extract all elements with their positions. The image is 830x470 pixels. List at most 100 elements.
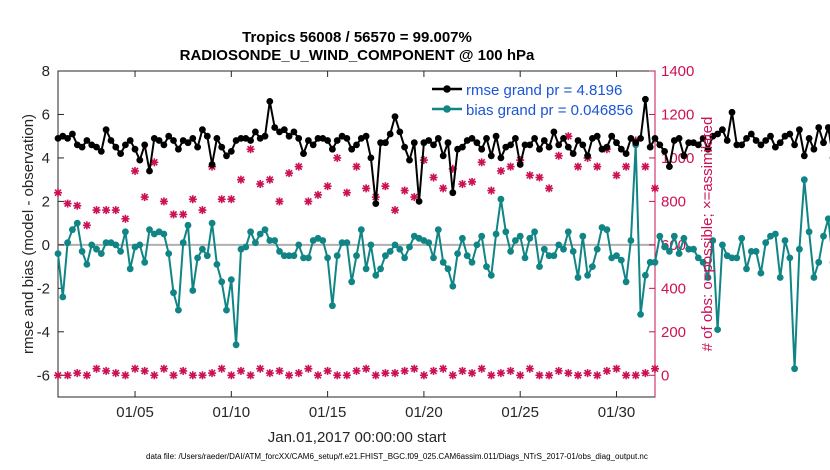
- bias-point: [184, 221, 192, 229]
- obs-count-point: [525, 364, 534, 373]
- rmse-point: [719, 126, 726, 134]
- plot-area: [57, 70, 656, 398]
- rmse-point: [608, 132, 616, 140]
- obs-count-point: [564, 369, 573, 378]
- bias-point: [396, 245, 404, 253]
- obs-count-point: [593, 371, 602, 380]
- rmse-point: [772, 143, 779, 151]
- bias-point: [637, 311, 644, 318]
- bias-point: [483, 263, 490, 270]
- bias-series: [54, 141, 830, 373]
- rmse-point: [401, 143, 408, 151]
- obs-count-point: [602, 366, 611, 375]
- bias-point: [545, 252, 553, 260]
- bias-point: [540, 245, 548, 253]
- rmse-point: [757, 141, 765, 149]
- bias-point: [719, 241, 726, 249]
- obs-count-point: [622, 371, 631, 380]
- bias-point: [497, 195, 505, 203]
- y-tick-label-right: 800: [661, 193, 686, 210]
- rmse-point: [560, 135, 567, 142]
- rmse-point: [247, 137, 255, 144]
- obs-count-point: [131, 364, 140, 373]
- obs-count-point: [477, 158, 486, 167]
- bias-point: [516, 232, 524, 240]
- bias-point: [439, 258, 447, 266]
- rmse-point: [675, 135, 683, 142]
- legend-bias-marker: [443, 105, 451, 113]
- rmse-point: [300, 150, 307, 158]
- y-tick-label-left: 6: [42, 106, 50, 123]
- bias-point: [64, 239, 71, 247]
- obs-count-point: [573, 371, 582, 380]
- rmse-point: [285, 132, 293, 140]
- bias-point: [574, 274, 582, 281]
- rmse-point: [512, 135, 519, 142]
- obs-count-point: [131, 166, 140, 175]
- bias-point: [473, 241, 481, 249]
- obs-count-point: [121, 214, 130, 223]
- rmse-point: [632, 139, 640, 147]
- obs-count-point: [381, 369, 390, 378]
- rmse-point: [295, 135, 303, 142]
- obs-count-point: [285, 169, 294, 178]
- obs-count-point: [352, 366, 361, 375]
- obs-count-point: [410, 193, 419, 202]
- y-tick-label-left: 0: [42, 237, 50, 254]
- bias-point: [329, 302, 336, 310]
- rmse-point: [396, 128, 404, 136]
- x-tick-label: 01/05: [116, 404, 154, 421]
- bias-point: [88, 241, 96, 249]
- obs-count-point: [487, 371, 496, 380]
- bias-point: [141, 258, 149, 266]
- rmse-point: [223, 152, 230, 160]
- legend-rmse-label: rmse grand pr = 4.8196: [466, 82, 622, 99]
- rmse-point: [305, 137, 312, 144]
- bias-point: [218, 278, 226, 286]
- y-tick-label-left: 2: [42, 193, 50, 210]
- bias-point: [642, 271, 649, 279]
- x-axis-label: Jan.01,2017 00:00:00 start: [268, 429, 447, 446]
- rmse-point: [550, 128, 558, 136]
- rmse-point: [651, 135, 659, 142]
- bias-point: [459, 234, 466, 242]
- bias-point: [136, 241, 144, 249]
- obs-count-point: [63, 199, 72, 208]
- obs-count-point: [246, 371, 255, 380]
- bias-point: [256, 230, 264, 238]
- bias-point: [454, 250, 461, 257]
- rmse-point: [569, 150, 577, 158]
- bias-point: [531, 228, 538, 236]
- bias-point: [579, 232, 587, 240]
- bias-point: [584, 271, 591, 279]
- obs-count-point: [102, 366, 111, 375]
- rmse-point: [767, 132, 774, 140]
- bias-point: [776, 274, 784, 281]
- bias-point: [569, 248, 577, 255]
- bias-point: [117, 248, 124, 255]
- rmse-point: [208, 161, 216, 168]
- obs-count-point: [477, 364, 486, 373]
- rmse-point: [637, 135, 644, 142]
- rmse-point: [227, 148, 235, 155]
- rmse-point: [160, 141, 168, 149]
- bias-point: [560, 245, 567, 253]
- bias-point: [199, 245, 206, 253]
- rmse-point: [810, 145, 818, 153]
- bias-point: [444, 265, 452, 273]
- bias-point: [502, 228, 510, 236]
- bias-point: [796, 245, 803, 253]
- rmse-point: [237, 135, 245, 142]
- bias-point: [343, 239, 351, 247]
- obs-count-point: [54, 371, 62, 380]
- obs-count-point: [265, 369, 274, 378]
- obs-count-point: [468, 369, 477, 378]
- rmse-point: [743, 135, 750, 142]
- bias-point: [521, 254, 529, 262]
- obs-count-point: [429, 173, 438, 182]
- bias-point: [367, 241, 375, 249]
- obs-count-point: [256, 180, 265, 189]
- rmse-point: [175, 145, 182, 153]
- rmse-point: [280, 126, 288, 134]
- obs-count-point: [188, 195, 197, 204]
